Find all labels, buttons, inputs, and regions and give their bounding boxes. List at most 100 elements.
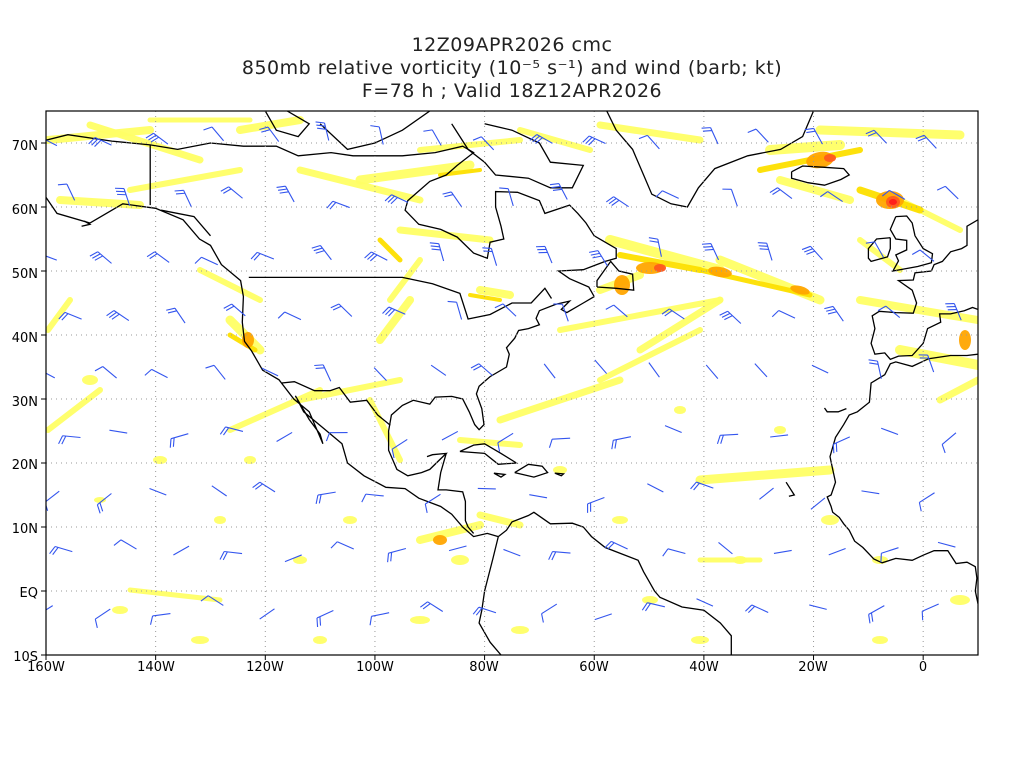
border-us-canada [248, 276, 553, 320]
barb-staff [391, 438, 408, 450]
vorticity-band [597, 327, 703, 383]
wind-barb [361, 493, 384, 503]
barb-staff [664, 425, 682, 434]
barb-flag [482, 247, 492, 249]
wind-barb [529, 494, 548, 499]
wind-barb [548, 437, 571, 448]
wind-barb [252, 481, 276, 493]
vorticity-band [86, 121, 204, 164]
wind-barb [594, 359, 608, 374]
wind-barb [594, 613, 612, 621]
lat-label: 40N [12, 331, 38, 346]
barb-staff [497, 432, 514, 444]
wind-barb [106, 310, 130, 322]
wind-barb [861, 490, 880, 495]
barb-staff [120, 539, 137, 550]
barb-flag [611, 440, 614, 450]
vorticity-band [46, 387, 103, 433]
barb-flag [325, 432, 331, 442]
barb-flag [804, 127, 814, 131]
wind-barb [655, 190, 679, 199]
barb-flag [582, 135, 590, 143]
barb-flag [382, 306, 390, 314]
wind-barb [89, 251, 112, 264]
vorticity-contour [191, 636, 209, 644]
wind-barb [382, 306, 406, 317]
border-alaska-panhandle [160, 209, 211, 237]
barb-flag [824, 305, 834, 310]
barb-flag [806, 130, 816, 134]
barb-staff [151, 368, 168, 379]
wind-barb [820, 191, 843, 203]
barb-flag [535, 137, 543, 144]
barb-flag [745, 604, 753, 612]
barb-staff [662, 190, 679, 199]
barb-flag [390, 552, 393, 562]
barb-flag [330, 541, 338, 549]
wind-barb [424, 493, 441, 513]
barb-staff [881, 547, 899, 554]
barb-staff [213, 364, 226, 380]
barb-flag [499, 187, 509, 190]
wind-barb [149, 487, 167, 496]
barb-staff [66, 183, 76, 201]
barb-flag [877, 305, 887, 312]
barb-flag [276, 185, 286, 188]
barb-flag [551, 185, 561, 189]
wind-barb [58, 435, 81, 445]
wind-barb [194, 256, 219, 266]
wind-barb [470, 363, 493, 376]
lat-label: 10N [12, 522, 38, 537]
coastline-canary-islands [823, 407, 847, 413]
wind-barb [701, 127, 719, 145]
barb-flag [605, 196, 614, 203]
barb-flag [387, 195, 395, 203]
vorticity-band [815, 125, 965, 140]
barb-flag [94, 366, 104, 372]
barb-flag [318, 494, 322, 504]
barb-flag [690, 481, 697, 490]
wind-barb [605, 304, 628, 318]
barb-staff [647, 483, 664, 493]
wind-barb [611, 436, 632, 450]
wind-barb [149, 612, 171, 625]
barb-flag [431, 248, 441, 251]
barb-flag [772, 189, 781, 195]
wind-barb [472, 606, 497, 616]
barb-staff [828, 547, 846, 556]
barb-flag [661, 308, 670, 315]
barb-flag [223, 303, 232, 309]
barb-staff [773, 549, 792, 554]
barb-flag [255, 483, 263, 490]
barb-flag [94, 618, 98, 628]
wind-barb [810, 497, 826, 510]
wind-barb [219, 426, 244, 436]
wind-barb [369, 612, 390, 626]
barb-staff [480, 136, 495, 151]
lat-label: 70N [12, 139, 38, 154]
wind-barb [648, 362, 660, 378]
barb-flag [423, 129, 433, 132]
barb-flag [145, 132, 154, 139]
wind-barb [771, 309, 796, 319]
wind-barb [745, 604, 769, 614]
barb-flag [532, 135, 540, 143]
wind-barb [877, 305, 901, 318]
wind-barb [277, 311, 302, 321]
barb-flag [57, 183, 67, 186]
wind-barb [918, 492, 935, 512]
barb-flag [605, 304, 614, 310]
vorticity-band [376, 296, 414, 344]
barb-flag [868, 359, 878, 362]
vorticity-band [296, 166, 424, 204]
vorticity-band [46, 126, 154, 144]
barb-flag [801, 245, 811, 251]
barb-flag [424, 503, 428, 513]
barb-flag [551, 551, 557, 561]
lat-label: 10S [13, 650, 38, 665]
barb-flag [590, 252, 600, 256]
barb-flag [149, 253, 158, 260]
barb-flag [46, 256, 47, 257]
barb-flag [442, 191, 452, 195]
barb-flag [277, 311, 286, 319]
